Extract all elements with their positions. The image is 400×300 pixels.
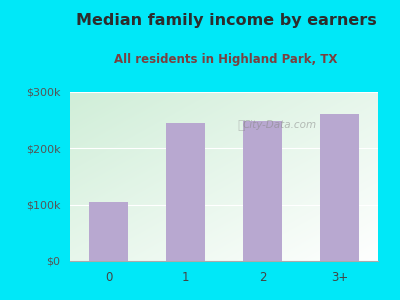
Bar <box>320 114 359 261</box>
Bar <box>89 202 128 261</box>
Text: All residents in Highland Park, TX: All residents in Highland Park, TX <box>114 52 338 65</box>
Bar <box>243 122 282 261</box>
Text: City-Data.com: City-Data.com <box>242 120 316 130</box>
Text: ⦾: ⦾ <box>237 119 245 132</box>
Bar <box>166 123 205 261</box>
Text: Median family income by earners: Median family income by earners <box>76 14 376 28</box>
